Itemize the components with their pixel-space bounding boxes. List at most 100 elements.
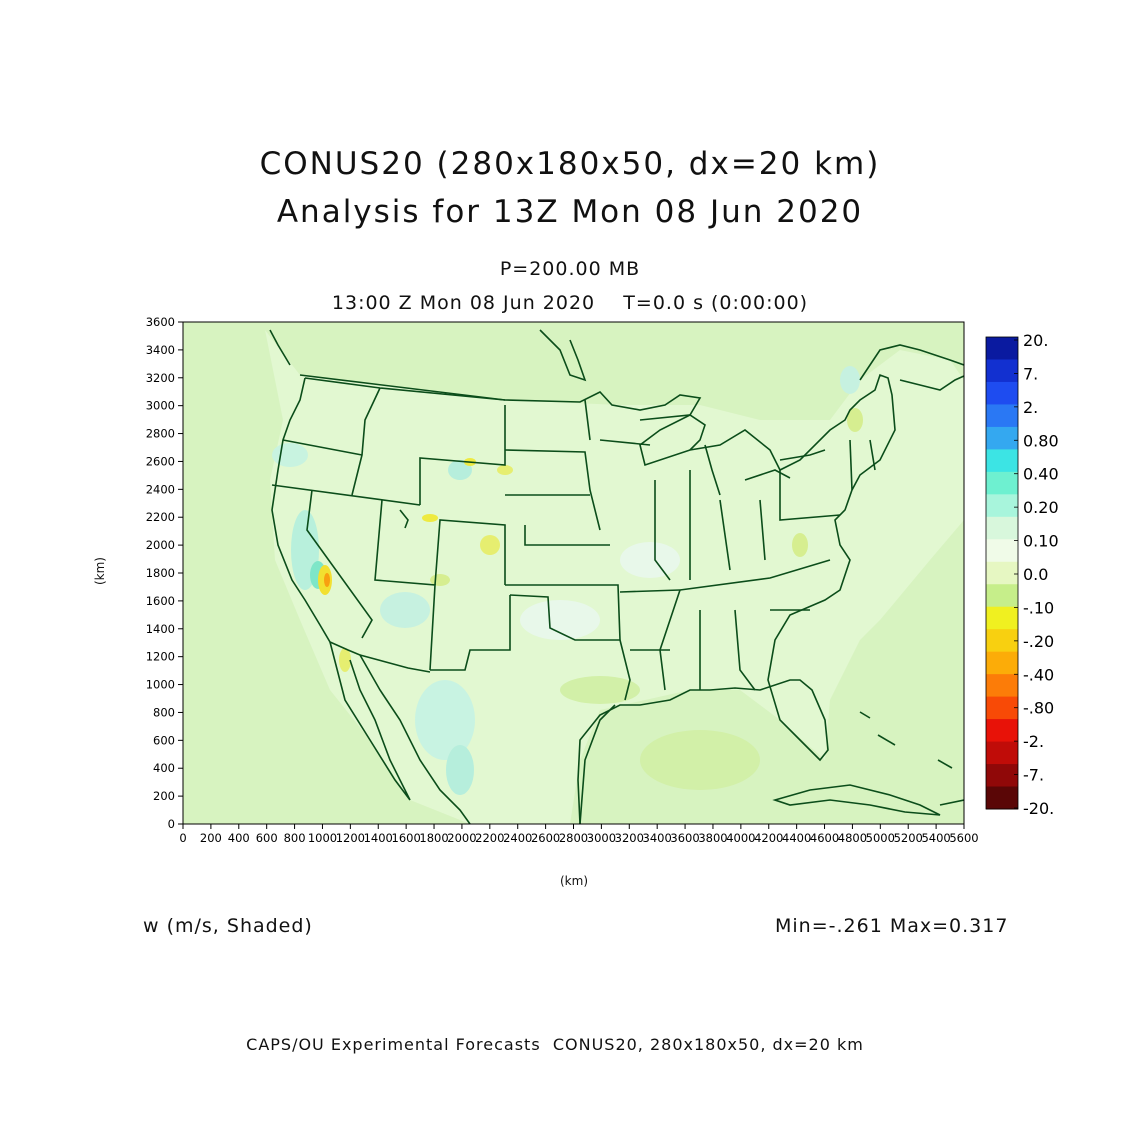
x-axis-label: (km) (560, 874, 589, 888)
baja (329, 641, 411, 801)
us-outline (299, 373, 896, 824)
y-tick-label: 3000 (146, 399, 175, 413)
y-tick-label: 2600 (146, 454, 175, 468)
boundaries (269, 329, 964, 824)
x-tick-label: 2400 (503, 831, 532, 845)
valid-time: 13:00 Z Mon 08 Jun 2020 T=0.0 s (0:00:00… (331, 292, 809, 314)
x-tick-label: 4200 (754, 831, 783, 845)
x-tick-label: 200 (200, 831, 222, 845)
y-tick-label: 800 (153, 705, 175, 719)
x-tick-label: 4400 (782, 831, 811, 845)
y-tick-label: 200 (153, 789, 175, 803)
y-tick-label: 1600 (146, 594, 175, 608)
x-tick-label: 3600 (670, 831, 699, 845)
x-tick-label: 800 (284, 831, 306, 845)
y-tick-label: 1400 (146, 622, 175, 636)
x-tick-label: 1400 (364, 831, 393, 845)
x-tick-label: 3200 (615, 831, 644, 845)
y-axis: 0 200 400 600 800 1000 1200 1400 1600 1800 2000 220… (146, 315, 183, 831)
colorbar-bin (986, 561, 1018, 585)
colorbar-bin (986, 494, 1018, 518)
colorbar-label: 0.40 (1023, 465, 1059, 484)
y-tick-label: 3600 (146, 315, 175, 329)
colorbar-label: -.20 (1023, 632, 1054, 651)
colorbar-label: 7. (1023, 364, 1038, 383)
y-tick-label: 2400 (146, 482, 175, 496)
y-tick-label: 400 (153, 761, 175, 775)
x-tick-label: 5200 (894, 831, 923, 845)
cuba (772, 784, 941, 816)
colorbar-label: -20. (1023, 799, 1054, 818)
colorbar-bin (986, 426, 1018, 450)
colorbar-bin (986, 337, 1018, 360)
colorbar-bin (986, 651, 1018, 675)
colorbar-label: -.40 (1023, 665, 1054, 684)
x-tick-label: 5000 (866, 831, 895, 845)
x-tick-label: 4800 (838, 831, 867, 845)
x-tick-label: 5400 (921, 831, 950, 845)
x-tick-label: 2000 (447, 831, 476, 845)
colorbar: 20. 7. 2. 0.80 0.40 0.20 0.10 0.0 -.10 -.20 -.40 -.… (985, 331, 1059, 818)
y-tick-label: 600 (153, 733, 175, 747)
colorbar-bin (986, 696, 1018, 720)
x-tick-label: 0 (179, 831, 186, 845)
x-tick-label: 1000 (308, 831, 337, 845)
pressure-level: P=200.00 MB (499, 258, 641, 280)
colorbar-bin (986, 674, 1018, 698)
x-tick-label: 4600 (810, 831, 839, 845)
x-tick-label: 3400 (643, 831, 672, 845)
colorbar-label: -7. (1023, 766, 1044, 785)
x-tick-label: 1600 (392, 831, 421, 845)
y-tick-label: 0 (168, 817, 175, 831)
y-axis-label: (km) (93, 556, 108, 586)
colorbar-bin (986, 719, 1018, 743)
gulf-coast (579, 704, 616, 824)
colorbar-bin (986, 471, 1018, 495)
x-tick-label: 4000 (726, 831, 755, 845)
x-tick-label: 3000 (587, 831, 616, 845)
colorbar-bin (986, 629, 1018, 653)
y-tick-label: 3200 (146, 371, 175, 385)
y-tick-label: 2000 (146, 538, 175, 552)
title-line-1: CONUS20 (280x180x50, dx=20 km) (259, 146, 881, 182)
colorbar-bin (986, 584, 1018, 608)
x-tick-label: 2800 (559, 831, 588, 845)
colorbar-frame (985, 336, 1019, 810)
colorbar-label: 0.20 (1023, 498, 1059, 517)
x-tick-label: 5600 (949, 831, 978, 845)
colorbar-label: 0.0 (1023, 565, 1048, 584)
x-tick-label: 400 (228, 831, 250, 845)
colorbar-label: 20. (1023, 331, 1048, 350)
colorbar-bin (986, 786, 1018, 810)
y-tick-label: 1200 (146, 650, 175, 664)
x-axis: 0 200 400 600 800 100012001400160018002000220… (179, 824, 979, 845)
colorbar-label: -.80 (1023, 699, 1054, 718)
colorbar-bin (986, 359, 1018, 383)
colorbar-label: 2. (1023, 398, 1038, 417)
colorbar-label: -.10 (1023, 598, 1054, 617)
x-tick-label: 2600 (531, 831, 560, 845)
colorbar-label: 0.80 (1023, 431, 1059, 450)
colorbar-label: 0.10 (1023, 532, 1059, 551)
y-tick-label: 3400 (146, 343, 175, 357)
y-tick-label: 2800 (146, 427, 175, 441)
colorbar-bin (986, 516, 1018, 540)
x-tick-label: 1200 (336, 831, 365, 845)
y-tick-label: 1000 (146, 678, 175, 692)
shading-features (265, 330, 964, 824)
footer: CAPS/OU Experimental Forecasts CONUS20, … (246, 1035, 864, 1054)
colorbar-bin (986, 539, 1018, 563)
colorbar-bin (986, 741, 1018, 765)
colorbar-bin (986, 381, 1018, 405)
colorbar-label: -2. (1023, 732, 1044, 751)
colorbar-bin (986, 606, 1018, 630)
y-tick-label: 1800 (146, 566, 175, 580)
x-tick-label: 1800 (419, 831, 448, 845)
title-line-2: Analysis for 13Z Mon 08 Jun 2020 (276, 194, 864, 230)
colorbar-bin (986, 404, 1018, 428)
x-tick-label: 2200 (475, 831, 504, 845)
min-max-label: Min=-.261 Max=0.317 (775, 915, 1009, 937)
y-tick-label: 2200 (146, 510, 175, 524)
colorbar-bin (986, 449, 1018, 473)
